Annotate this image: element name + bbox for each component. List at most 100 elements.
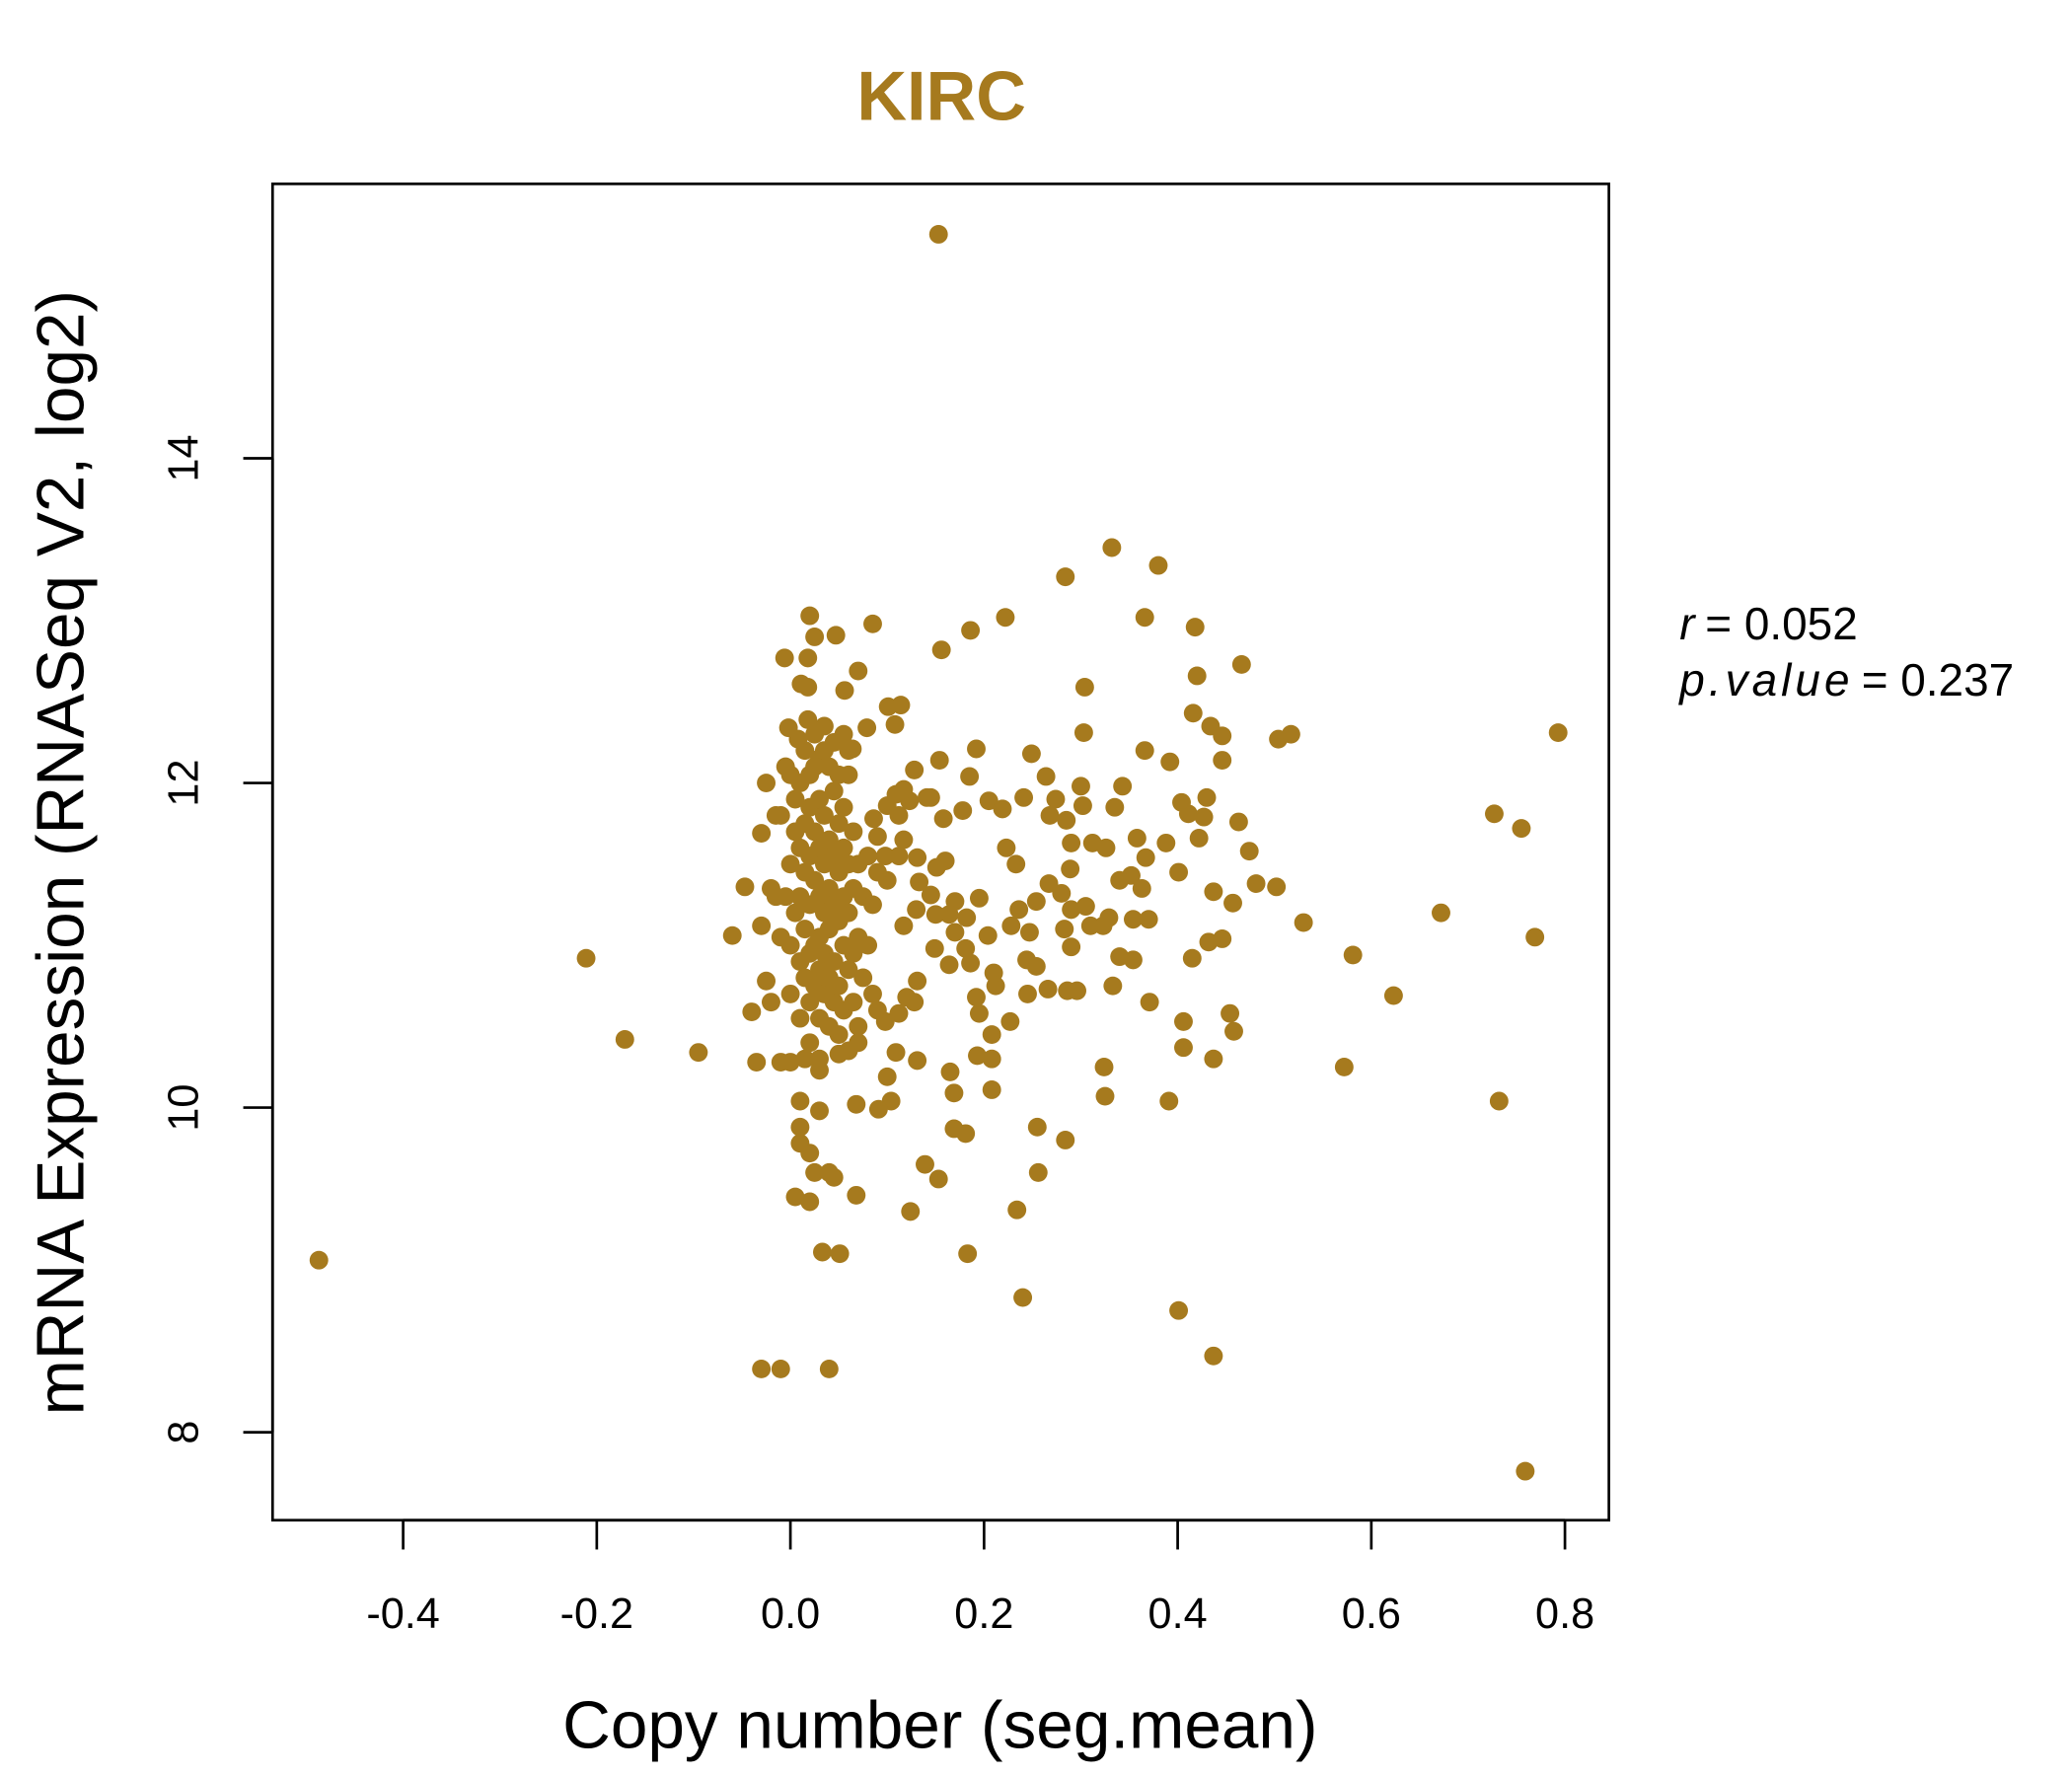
x-tick-label: -0.4: [366, 1591, 439, 1638]
data-point: [849, 661, 868, 681]
data-point: [921, 885, 940, 905]
data-point: [814, 716, 834, 736]
data-point: [1105, 797, 1125, 817]
x-axis: -0.4 -0.2 0.0 0.2 0.4 0.6 0.8: [366, 1518, 1594, 1638]
data-point: [858, 847, 878, 866]
data-point: [1110, 870, 1130, 890]
data-point: [1204, 1049, 1223, 1069]
data-point: [858, 935, 878, 955]
data-point: [790, 1008, 810, 1028]
data-point: [849, 1033, 868, 1053]
data-point: [819, 879, 839, 898]
data-point: [939, 905, 959, 925]
data-point: [967, 988, 986, 1007]
data-point: [1102, 538, 1122, 557]
data-point: [752, 916, 772, 935]
data-point: [1159, 1091, 1179, 1111]
y-tick-label: 14: [161, 434, 208, 481]
data-point: [984, 963, 1003, 983]
data-point: [958, 1244, 978, 1264]
data-point: [1123, 910, 1143, 929]
data-point: [1239, 842, 1259, 861]
data-point: [908, 1051, 927, 1071]
data-point: [766, 805, 785, 825]
data-point: [810, 1049, 829, 1069]
data-point: [830, 1244, 850, 1264]
data-point: [1174, 1038, 1193, 1058]
data-point: [757, 774, 777, 793]
data-point: [735, 877, 755, 897]
data-point: [1094, 1057, 1114, 1076]
svg-text:p.value= 0.237: p.value = 0.237: [1677, 654, 2014, 705]
data-point: [910, 872, 929, 892]
data-point: [1026, 956, 1046, 976]
data-point: [757, 971, 777, 991]
data-point: [1512, 819, 1531, 839]
data-point: [916, 1154, 934, 1174]
data-point: [819, 1359, 839, 1378]
data-point: [1013, 1288, 1033, 1307]
data-point: [886, 1043, 906, 1063]
data-point: [839, 765, 858, 784]
data-point: [798, 648, 818, 668]
data-point: [1140, 993, 1159, 1012]
data-point: [805, 822, 825, 842]
data-point: [982, 1049, 1001, 1069]
data-point: [780, 765, 800, 784]
data-point: [1294, 913, 1313, 932]
data-point: [1334, 1057, 1354, 1076]
data-point: [1096, 838, 1116, 857]
data-point: [798, 678, 818, 697]
data-point: [1110, 947, 1130, 967]
data-point: [1026, 892, 1046, 912]
x-tick-label: 0.8: [1535, 1591, 1594, 1638]
data-point: [1213, 751, 1232, 770]
data-point: [1183, 703, 1203, 723]
data-point: [849, 1016, 868, 1036]
y-tick-label: 10: [161, 1084, 208, 1132]
y-axis-title: mRNA Expression (RNASeq V2, log2): [25, 290, 99, 1415]
data-point: [1080, 916, 1100, 935]
data-point: [776, 887, 795, 907]
data-point: [785, 1187, 805, 1207]
data-point: [908, 971, 927, 991]
data-point: [780, 854, 800, 874]
data-point: [979, 791, 999, 811]
data-point: [814, 805, 834, 825]
data-point: [829, 814, 849, 834]
data-point: [1525, 927, 1545, 947]
data-point: [1001, 916, 1021, 935]
data-point: [1182, 948, 1202, 968]
data-point: [752, 824, 772, 844]
data-point: [1169, 1300, 1189, 1320]
data-point: [1038, 980, 1058, 999]
data-point: [1221, 1003, 1240, 1023]
data-point: [960, 767, 980, 786]
data-point: [877, 1067, 897, 1086]
data-point: [1132, 879, 1151, 898]
data-point: [824, 1167, 844, 1187]
data-point: [886, 784, 906, 804]
data-point: [1007, 1200, 1027, 1220]
data-point: [805, 628, 825, 646]
data-point: [1073, 796, 1092, 816]
data-point: [1040, 805, 1060, 825]
data-point: [1135, 741, 1154, 761]
data-point: [1103, 976, 1123, 996]
data-point: [1201, 716, 1221, 736]
data-point: [867, 1000, 887, 1020]
data-point: [847, 1094, 866, 1114]
data-point: [1136, 848, 1155, 867]
data-point: [1127, 829, 1147, 848]
data-point: [813, 1242, 832, 1262]
data-point: [905, 993, 925, 1012]
data-point: [901, 1202, 921, 1221]
data-point: [805, 757, 825, 777]
data-point: [1267, 877, 1287, 897]
data-point: [829, 1025, 849, 1045]
data-point: [1204, 882, 1223, 902]
data-point: [775, 648, 794, 668]
data-point: [839, 741, 858, 761]
data-point: [853, 968, 873, 988]
data-point: [1197, 787, 1217, 807]
